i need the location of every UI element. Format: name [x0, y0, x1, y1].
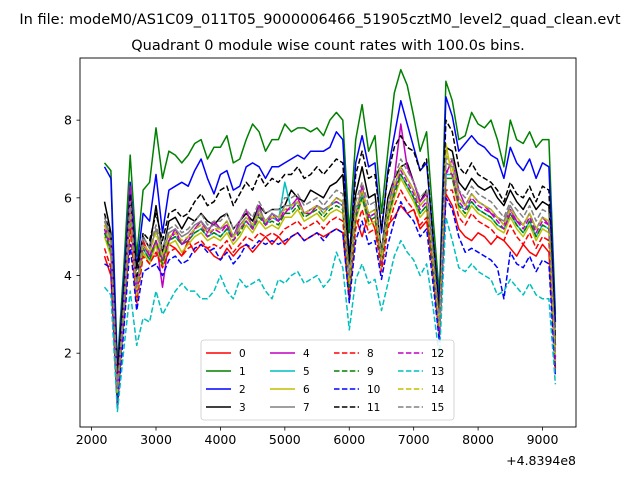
legend-label-0: 0: [239, 348, 246, 360]
legend-label-11: 11: [367, 402, 380, 414]
x-tick-label: 6000: [333, 432, 365, 447]
legend-label-5: 5: [303, 366, 310, 378]
legend-label-2: 2: [239, 384, 246, 396]
series-line-2: [103, 96, 557, 374]
series-line-6: [103, 142, 557, 397]
legend-box: [200, 339, 455, 421]
y-tick-label: 8: [64, 113, 72, 128]
chart-suptitle: In file: modeM0/AS1C09_011T05_9000006466…: [19, 12, 620, 28]
x-tick-label: 9000: [527, 432, 559, 447]
x-tick-label: 4000: [205, 432, 237, 447]
legend-label-9: 9: [367, 366, 374, 378]
legend-label-8: 8: [367, 348, 374, 360]
x-offset-label: +4.8394e8: [506, 453, 576, 468]
y-tick-label: 2: [64, 346, 72, 361]
legend-label-15: 15: [431, 402, 444, 414]
series-line-13: [103, 216, 557, 413]
series-line-8: [103, 189, 557, 401]
legend-label-4: 4: [303, 348, 310, 360]
legend-label-12: 12: [431, 348, 444, 360]
x-tick-label: 8000: [462, 432, 494, 447]
axis-ticks: 2000 3000 4000 5000 6000 7000 8000 9000 2 4 6 8: [64, 113, 558, 447]
x-tick-label: 7000: [398, 432, 430, 447]
x-tick-label: 2000: [76, 432, 108, 447]
legend-label-13: 13: [431, 366, 444, 378]
legend-label-3: 3: [239, 402, 246, 414]
x-tick-label: 5000: [269, 432, 301, 447]
legend-label-7: 7: [303, 402, 310, 414]
plot-frame: [79, 57, 577, 428]
series-line-3: [103, 146, 557, 378]
legend-label-1: 1: [239, 366, 246, 378]
series-line-10: [104, 197, 557, 409]
legend-label-14: 14: [431, 384, 445, 396]
y-tick-label: 4: [64, 268, 72, 283]
series-line-1: [103, 68, 557, 366]
legend-label-6: 6: [303, 384, 310, 396]
series-line-11: [103, 119, 557, 386]
chart-title: Quadrant 0 module wise count rates with …: [131, 38, 525, 54]
series-line-14: [103, 154, 557, 393]
series-line-15: [103, 158, 557, 389]
legend-label-10: 10: [367, 384, 380, 396]
series-line-9: [103, 173, 557, 397]
x-tick-label: 3000: [140, 432, 172, 447]
series-layer: [103, 68, 557, 413]
y-tick-label: 6: [64, 190, 72, 205]
